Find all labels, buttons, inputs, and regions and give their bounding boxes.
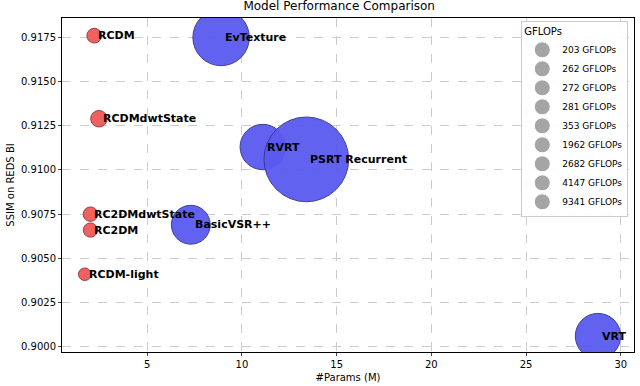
svg-text:5: 5 (144, 359, 150, 370)
svg-text:30: 30 (614, 359, 627, 370)
svg-text:25: 25 (520, 359, 533, 370)
svg-text:281 GFLOPs: 281 GFLOPs (562, 102, 616, 112)
svg-text:0.9000: 0.9000 (21, 341, 56, 352)
svg-text:0.9125: 0.9125 (21, 120, 56, 131)
svg-text:PSRT Recurrent: PSRT Recurrent (310, 153, 407, 166)
svg-text:20: 20 (425, 359, 438, 370)
svg-text:0.9150: 0.9150 (21, 76, 56, 87)
svg-text:VRT: VRT (602, 330, 626, 343)
svg-text:RC2DMdwtState: RC2DMdwtState (94, 208, 195, 221)
svg-text:10: 10 (236, 359, 249, 370)
svg-text:9341 GFLOPs: 9341 GFLOPs (562, 197, 622, 207)
svg-text:15: 15 (330, 359, 343, 370)
svg-text:RCDMdwtState: RCDMdwtState (103, 112, 196, 125)
svg-text:GFLOPs: GFLOPs (524, 26, 562, 37)
svg-text:0.9025: 0.9025 (21, 297, 56, 308)
svg-text:SSIM on REDS BI: SSIM on REDS BI (5, 143, 16, 226)
svg-text:272 GFLOPs: 272 GFLOPs (562, 83, 616, 93)
svg-text:RVRT: RVRT (267, 141, 300, 154)
svg-text:Model Performance Comparison: Model Performance Comparison (243, 0, 435, 13)
svg-text:RC2DM: RC2DM (94, 224, 138, 237)
svg-text:0.9175: 0.9175 (21, 32, 56, 43)
svg-text:#Params (M): #Params (M) (316, 372, 381, 383)
svg-text:2682 GFLOPs: 2682 GFLOPs (562, 159, 622, 169)
svg-text:262 GFLOPs: 262 GFLOPs (562, 64, 616, 74)
svg-text:0.9075: 0.9075 (21, 209, 56, 220)
svg-text:RCDM-light: RCDM-light (89, 268, 159, 281)
svg-text:353 GFLOPs: 353 GFLOPs (562, 121, 616, 131)
svg-text:1962 GFLOPs: 1962 GFLOPs (562, 140, 622, 150)
svg-text:RCDM: RCDM (98, 29, 135, 42)
svg-text:0.9050: 0.9050 (21, 253, 56, 264)
svg-text:203 GFLOPs: 203 GFLOPs (562, 45, 616, 55)
svg-text:0.9100: 0.9100 (21, 164, 56, 175)
svg-text:4147 GFLOPs: 4147 GFLOPs (562, 178, 622, 188)
svg-text:BasicVSR++: BasicVSR++ (195, 218, 271, 231)
svg-text:EvTexture: EvTexture (225, 31, 286, 44)
